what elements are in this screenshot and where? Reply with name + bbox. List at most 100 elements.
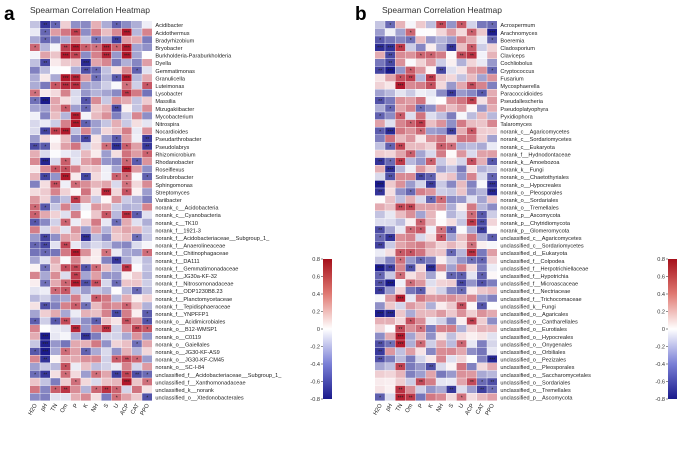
heatmap-cell [70, 157, 81, 165]
heatmap-cell [487, 28, 497, 36]
colorbar-a-ticks: 0.80.60.40.20-0.2-0.4-0.6-0.8 [310, 257, 323, 403]
heatmap-cell [91, 173, 101, 181]
row-label: Pseudoplatyophyra [500, 107, 549, 113]
colorbar-a: 0.80.60.40.20-0.2-0.4-0.6-0.8 [310, 257, 332, 403]
heatmap-cell [81, 302, 91, 310]
heatmap-cell [101, 264, 112, 272]
heatmap-cell [415, 173, 426, 181]
row-label: unclassified_f__Trichocomaceae [500, 297, 581, 303]
heatmap-cell [426, 21, 436, 29]
significance-mark: *** [387, 129, 393, 135]
heatmap-cell [142, 21, 152, 29]
heatmap-cell [477, 294, 487, 302]
heatmap-cell [487, 347, 497, 355]
colorbar-tick-label: 0.4 [312, 292, 320, 298]
heatmap-cell [142, 370, 152, 378]
heatmap-cell [415, 294, 426, 302]
heatmap-cell [40, 150, 50, 158]
heatmap-cell [436, 226, 446, 234]
heatmap-cell [142, 66, 152, 74]
significance-mark: ** [388, 61, 392, 67]
heatmap-cell [446, 332, 457, 340]
significance-mark: * [44, 251, 46, 257]
significance-mark: *** [73, 281, 79, 287]
heatmap-cell [60, 385, 71, 393]
heatmap-cell [60, 66, 71, 74]
heatmap-cell [446, 271, 457, 279]
row-label: norank_p__Ascomycota [500, 213, 561, 219]
heatmap-cell [142, 119, 152, 127]
heatmap-cell [466, 355, 477, 363]
significance-mark: *** [124, 53, 130, 59]
heatmap-cell [70, 43, 81, 51]
heatmap-cell [375, 81, 385, 89]
heatmap-cell [395, 355, 406, 363]
heatmap-cell [142, 218, 152, 226]
significance-mark: ** [94, 281, 98, 287]
heatmap-cell [60, 226, 71, 234]
heatmap-cell [70, 249, 81, 257]
heatmap-cell [70, 233, 81, 241]
heatmap-cell [132, 97, 142, 105]
significance-mark: ** [399, 327, 403, 333]
heatmap-cell [91, 203, 101, 211]
significance-mark: ** [419, 122, 423, 128]
heatmap-cell [426, 370, 436, 378]
heatmap-cell [456, 203, 467, 211]
heatmap-cell [81, 241, 91, 249]
significance-mark: ** [378, 342, 382, 348]
significance-mark: ** [43, 373, 47, 379]
heatmap-cell [121, 325, 132, 333]
heatmap-cell [132, 249, 142, 257]
heatmap-cell [456, 249, 467, 257]
heatmap-cell [487, 157, 497, 165]
heatmap-cell [91, 195, 101, 203]
significance-mark: *** [63, 84, 69, 90]
column-label: P [417, 403, 424, 409]
heatmap-cell [426, 256, 436, 264]
heatmap-cell [60, 21, 71, 29]
heatmap-cell [111, 173, 122, 181]
heatmap-cell [111, 271, 122, 279]
heatmap-cell [40, 317, 50, 325]
heatmap-cell [111, 256, 122, 264]
heatmap-cell [385, 241, 395, 249]
heatmap-cell [30, 173, 40, 181]
heatmap-cell [456, 211, 467, 219]
heatmap-cell [446, 97, 457, 105]
heatmap-cell [30, 127, 40, 135]
heatmap-cell [426, 97, 436, 105]
heatmap-cell [81, 74, 91, 82]
heatmap-cell [487, 264, 497, 272]
heatmap-cell [487, 279, 497, 287]
heatmap-cell [395, 150, 406, 158]
heatmap-cell [132, 279, 142, 287]
heatmap-cell [395, 279, 406, 287]
heatmap-cell [446, 180, 457, 188]
heatmap-cell [30, 59, 40, 67]
heatmap-cell [446, 112, 457, 120]
heatmap-cell [446, 309, 457, 317]
heatmap-cell [385, 135, 395, 143]
heatmap-cell [487, 302, 497, 310]
heatmap-cell [101, 287, 112, 295]
significance-mark: * [440, 145, 442, 151]
column-label: TN [50, 403, 59, 413]
heatmap-cell [111, 233, 122, 241]
heatmap-cell [456, 271, 467, 279]
heatmap-cell [91, 325, 101, 333]
significance-mark: ** [84, 281, 88, 287]
heatmap-cell [426, 36, 436, 44]
heatmap-cell [111, 393, 122, 401]
heatmap-cell [395, 59, 406, 67]
row-label: unclassified_f__Colpodea [500, 259, 565, 265]
heatmap-cell [70, 112, 81, 120]
heatmap-cell [375, 264, 385, 272]
heatmap-cell [415, 271, 426, 279]
significance-mark: * [95, 297, 97, 303]
heatmap-cell [70, 21, 81, 29]
heatmap-cell [111, 287, 122, 295]
column-label: pH [40, 403, 49, 412]
heatmap-cell [132, 104, 142, 112]
